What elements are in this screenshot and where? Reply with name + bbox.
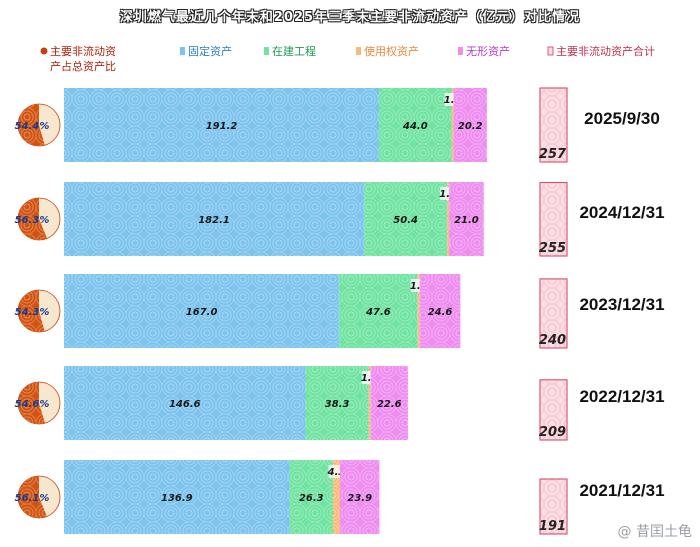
bar-segment-texture	[417, 274, 420, 348]
ratio-label: 54.3%	[15, 307, 50, 318]
legend-marker-series-4	[458, 47, 463, 55]
value-label-series-4: 21.0	[454, 215, 479, 226]
bar-segment-texture	[379, 88, 452, 162]
row-3: 54.3% 167.0 47.6 1.3 24.6 240 2023/12/31	[15, 274, 665, 349]
value-label-series-2: 38.3	[325, 399, 350, 410]
bar-segment-texture	[340, 460, 380, 534]
value-label-series-3: 1.2	[361, 373, 379, 384]
row-4: 54.6% 146.6 38.3 1.2 22.6 209 2022/12/31	[15, 366, 665, 441]
legend-marker-ratio	[40, 47, 48, 55]
value-label-series-4: 23.9	[347, 493, 372, 504]
bar-segment-texture	[64, 182, 365, 256]
bar-segment-texture	[419, 274, 461, 348]
ratio-pie-texture	[17, 476, 47, 519]
total-label: 209	[539, 425, 566, 440]
total-label: 257	[539, 147, 567, 162]
category-label: 2021/12/31	[579, 481, 664, 500]
row-1: 54.4% 191.2 44.0 1.2 20.2 257 2025/9/30	[15, 87, 660, 163]
ratio-pie-texture	[17, 104, 45, 146]
value-label-series-2: 47.6	[365, 307, 391, 318]
bar-segment-texture	[364, 182, 448, 256]
ratio-label: 54.6%	[15, 399, 50, 410]
value-label-series-1: 136.9	[161, 493, 193, 504]
legend-marker-series-1	[180, 47, 185, 55]
value-label-series-4: 24.6	[428, 307, 453, 318]
value-label-series-2: 44.0	[402, 121, 428, 132]
ratio-pie-texture	[18, 198, 48, 240]
bar-segment-texture	[64, 460, 290, 534]
total-bar-texture	[540, 379, 567, 440]
bar-segment-texture	[370, 366, 408, 440]
bar-segment-texture	[339, 274, 418, 348]
ratio-label: 56.3%	[15, 215, 50, 226]
legend: 主要非流动资产占总资产比 固定资产 在建工程 使用权资产 无形资产 主要非流动资产合计	[40, 44, 655, 73]
ratio-pie-texture	[17, 382, 45, 425]
chart-title: 深圳燃气最近几个年末和2025年三季末主要非流动资产（亿元）对比情况	[119, 10, 581, 26]
value-label-series-1: 146.6	[169, 399, 201, 410]
legend-marker-series-2	[264, 47, 269, 55]
bar-segment-texture	[64, 366, 306, 440]
value-label-series-3: 1.2	[444, 95, 462, 106]
value-label-series-3: 4.3	[327, 467, 346, 478]
legend-label-series-4: 无形资产	[466, 44, 510, 58]
value-label-series-3: 1.2	[439, 189, 457, 200]
bar-segment-texture	[305, 366, 369, 440]
bar-segment-texture	[332, 460, 341, 534]
total-bar-texture	[540, 182, 567, 256]
category-label: 2025/9/30	[584, 109, 660, 128]
legend-marker-series-3	[356, 47, 361, 55]
bar-segment-texture	[64, 88, 380, 162]
value-label-series-1: 191.2	[206, 121, 238, 132]
ratio-pie-texture	[17, 290, 45, 332]
bar-segment-texture	[449, 182, 484, 256]
ratio-label: 56.1%	[15, 493, 50, 504]
total-label: 240	[539, 333, 566, 348]
bar-segment-texture	[451, 88, 454, 162]
value-label-series-4: 22.6	[377, 399, 402, 410]
bar-segment-texture	[64, 274, 340, 348]
row-5: 56.1% 136.9 26.3 4.3 23.9 191 2021/12/31	[15, 460, 665, 535]
bar-segment-texture	[289, 460, 333, 534]
value-label-series-1: 182.1	[198, 215, 230, 226]
chart-rows: 54.4% 191.2 44.0 1.2 20.2 257 2025/9/30 56.3% 18…	[15, 87, 665, 535]
value-label-series-3: 1.3	[410, 281, 428, 292]
watermark: @ 昔囯土龟	[617, 524, 692, 540]
value-label-series-1: 167.0	[186, 307, 218, 318]
legend-label-series-3: 使用权资产	[364, 44, 419, 58]
ratio-label: 54.4%	[15, 121, 50, 132]
total-bar-texture	[540, 278, 567, 348]
row-2: 56.3% 182.1 50.4 1.2 21.0 255 2024/12/31	[15, 182, 665, 257]
total-bar-texture	[540, 88, 567, 162]
value-label-series-4: 20.2	[458, 121, 483, 132]
legend-marker-total	[547, 46, 554, 56]
total-label: 191	[539, 519, 566, 534]
bar-segment-texture	[447, 182, 450, 256]
legend-label-series-1: 固定资产	[188, 44, 232, 58]
category-label: 2024/12/31	[579, 203, 664, 222]
total-label: 255	[539, 241, 566, 256]
value-label-series-2: 26.3	[299, 493, 324, 504]
legend-label-series-2: 在建工程	[272, 44, 316, 58]
legend-label-ratio: 主要非流动资产占总资产比	[50, 44, 116, 73]
category-label: 2022/12/31	[579, 387, 664, 406]
total-bar-texture	[540, 479, 567, 534]
category-label: 2023/12/31	[579, 295, 664, 314]
value-label-series-2: 50.4	[393, 215, 418, 226]
bar-segment-texture	[453, 88, 487, 162]
bar-segment-texture	[368, 366, 371, 440]
legend-label-total: 主要非流动资产合计	[556, 44, 655, 58]
